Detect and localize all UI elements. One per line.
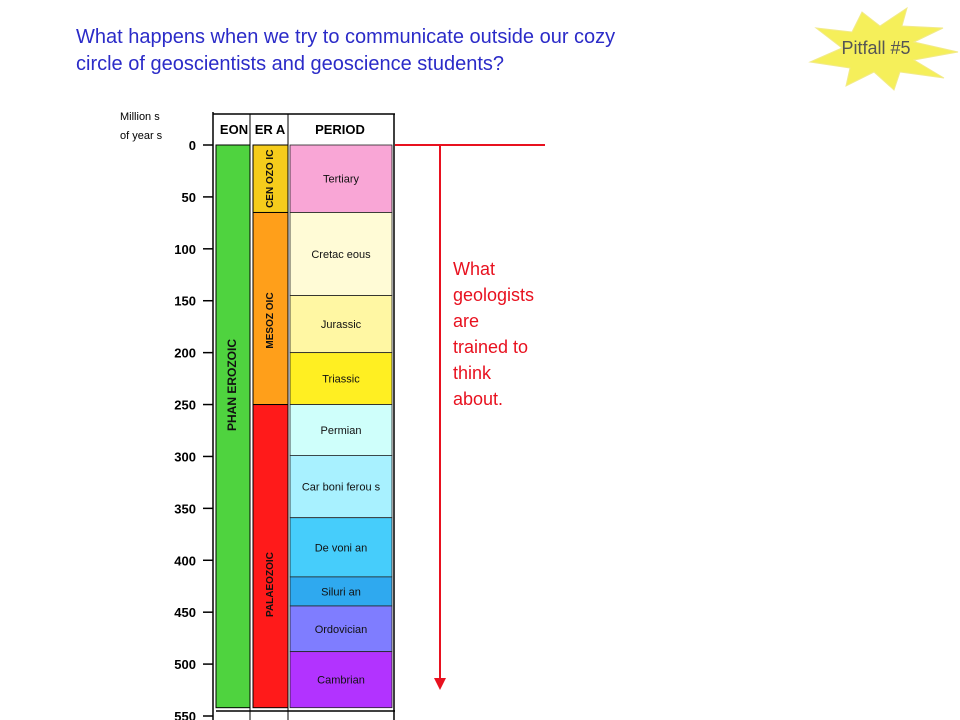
axis-tick-label: 500 <box>174 657 196 672</box>
annotation-line: think <box>453 363 492 383</box>
axis-tick-label: 100 <box>174 242 196 257</box>
eon-label: PHAN EROZOIC <box>225 339 239 431</box>
range-arrow-head-icon <box>434 678 446 690</box>
period-label: Permian <box>321 425 362 437</box>
period-label: Cretac eous <box>311 249 371 261</box>
eon-block <box>215 144 251 709</box>
header-era: ER A <box>255 122 286 137</box>
annotation-text: What geologists are trained to think about. <box>453 256 534 412</box>
slide-title: What happens when we try to communicate … <box>76 24 776 78</box>
annotation-line: What <box>453 259 496 279</box>
column-headers: EON ER A PERIOD <box>220 122 365 137</box>
axis-title-line-1: Million s <box>120 111 160 123</box>
axis-tick-label: 200 <box>174 346 196 361</box>
era-label: CEN OZO IC <box>265 150 276 208</box>
era-block <box>252 211 289 406</box>
era-block <box>252 404 289 709</box>
annotation-line: are <box>453 311 480 331</box>
era-block <box>252 144 289 213</box>
era-label: MESOZ OIC <box>265 292 276 348</box>
annotation-line: geologists <box>453 285 535 305</box>
period-label: Cambrian <box>317 675 365 687</box>
axis-title-line-2: of year s <box>120 130 163 142</box>
era-column: CEN OZO IC MESOZ OIC PALAEOZOIC <box>252 144 289 709</box>
axis-tick-label: 250 <box>174 398 196 413</box>
time-axis: Million s of year s 0 50 100 150 200 250 300 35… <box>120 111 214 720</box>
era-label: PALAEOZOIC <box>265 552 276 617</box>
period-block <box>289 144 393 213</box>
axis-tick-label: 400 <box>174 553 196 568</box>
annotation-line: trained to <box>453 337 529 357</box>
period-block <box>289 651 393 709</box>
period-label: Ordovician <box>315 624 368 636</box>
period-block <box>289 517 393 578</box>
period-label: Jurassic <box>321 319 362 331</box>
period-block <box>289 295 393 354</box>
axis-tick-label: 450 <box>174 605 196 620</box>
eon-column: PHAN EROZOIC <box>215 144 395 712</box>
header-period: PERIOD <box>315 122 365 137</box>
annotation-line: about. <box>453 389 504 409</box>
period-block <box>289 212 393 296</box>
period-label: Car boni ferou s <box>302 482 381 494</box>
period-block <box>289 576 393 607</box>
slide-title-line-2: circle of geoscientists and geoscience s… <box>76 53 505 75</box>
slide-title-line-1: What happens when we try to communicate … <box>76 26 616 48</box>
axis-tick-label: 0 <box>189 138 196 153</box>
period-label: De voni an <box>315 542 368 554</box>
axis-tick-label: 300 <box>174 449 196 464</box>
period-label: Siluri an <box>321 586 361 598</box>
axis-tick-label: 50 <box>182 190 196 205</box>
range-marker <box>395 144 545 690</box>
period-block <box>289 455 393 519</box>
period-column: Tertiary Cretac eous Jurassic Triassic Permi… <box>289 144 393 709</box>
axis-tick-label: 350 <box>174 501 196 516</box>
axis-tick-label: 150 <box>174 294 196 309</box>
period-label: Triassic <box>322 374 360 386</box>
axis-tick-label: 550 <box>174 709 196 720</box>
header-eon: EON <box>220 122 248 137</box>
period-label: Tertiary <box>323 174 360 186</box>
period-block <box>289 352 393 405</box>
